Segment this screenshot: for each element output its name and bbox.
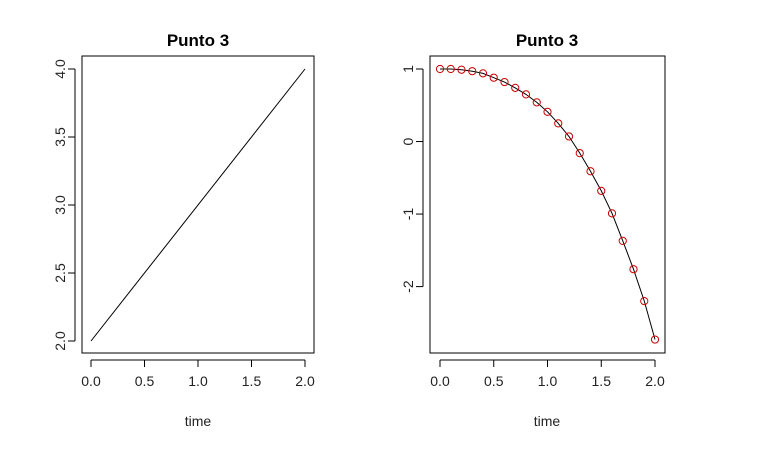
x-tick-label: 0.0 — [430, 373, 450, 389]
x-tick-label: 1.5 — [592, 373, 612, 389]
y-tick-label: -1 — [400, 208, 416, 221]
data-point — [650, 335, 660, 344]
chart-title: Punto 3 — [167, 31, 229, 50]
data-point — [640, 297, 649, 306]
x-tick-label: 2.0 — [645, 373, 665, 389]
chart-title: Punto 3 — [516, 31, 578, 50]
data-point — [521, 90, 531, 99]
x-tick-label: 0.5 — [135, 373, 155, 389]
series-line — [440, 68, 656, 340]
data-point — [468, 67, 477, 76]
data-point — [597, 186, 606, 195]
x-tick-label: 1.5 — [242, 373, 262, 389]
y-tick-label: 0 — [400, 137, 416, 145]
x-axis-label: time — [185, 413, 212, 429]
series-layer — [435, 64, 660, 344]
data-point — [564, 132, 574, 141]
data-point — [575, 149, 584, 158]
y-tick-label: 3.0 — [52, 195, 68, 215]
data-point — [554, 119, 563, 128]
data-point — [511, 83, 520, 92]
y-axis: -2 -1 0 1 — [400, 65, 424, 293]
series-layer — [90, 68, 306, 342]
x-tick-label: 0.5 — [484, 373, 504, 389]
x-axis: 0.0 0.5 1.0 1.5 2.0 — [430, 359, 665, 389]
plot-area-border — [81, 55, 315, 354]
plot-area-border — [429, 55, 666, 354]
chart-panel-right: Punto 3 0.0 0.5 1.0 1.5 2.0 -2 -1 0 1 time — [400, 31, 666, 429]
y-tick-label: 3.5 — [52, 127, 68, 147]
x-tick-label: 0.0 — [81, 373, 101, 389]
y-tick-label: -2 — [400, 280, 416, 293]
data-point — [629, 265, 638, 274]
data-point — [607, 209, 617, 218]
y-tick-label: 1 — [400, 65, 416, 73]
data-point — [478, 69, 488, 78]
data-point — [446, 64, 455, 74]
y-tick-label: 2.0 — [52, 331, 68, 351]
x-tick-label: 1.0 — [188, 373, 208, 389]
x-axis: 0.0 0.5 1.0 1.5 2.0 — [81, 359, 315, 389]
y-axis: 2.0 2.5 3.0 3.5 4.0 — [52, 59, 76, 351]
data-point — [532, 98, 541, 107]
x-tick-label: 1.0 — [538, 373, 558, 389]
data-point — [586, 167, 595, 176]
x-tick-label: 2.0 — [295, 373, 315, 389]
data-point — [435, 64, 445, 74]
series-line — [90, 68, 306, 342]
data-point — [500, 77, 509, 87]
data-point — [489, 73, 498, 82]
y-tick-label: 2.5 — [52, 263, 68, 283]
data-point — [618, 236, 627, 246]
data-point — [457, 65, 466, 74]
data-point — [543, 107, 552, 116]
y-tick-label: 4.0 — [52, 59, 68, 79]
x-axis-label: time — [534, 413, 561, 429]
chart-panel-left: Punto 3 0.0 0.5 1.0 1.5 2.0 2.02.53.03.54.0 … — [52, 31, 315, 429]
